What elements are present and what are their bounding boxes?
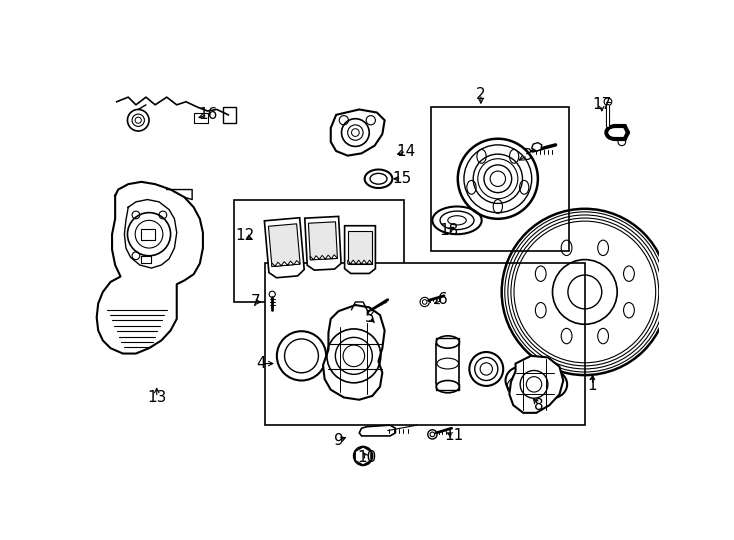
Polygon shape xyxy=(331,110,385,156)
Text: 9: 9 xyxy=(333,433,344,448)
Polygon shape xyxy=(308,222,338,260)
Polygon shape xyxy=(310,255,338,260)
Text: 5: 5 xyxy=(365,310,374,325)
Polygon shape xyxy=(531,143,542,151)
Polygon shape xyxy=(305,217,341,270)
Polygon shape xyxy=(323,305,385,400)
Text: 10: 10 xyxy=(357,450,377,465)
Polygon shape xyxy=(269,224,300,267)
Text: 8: 8 xyxy=(534,397,543,413)
Bar xyxy=(264,264,585,425)
Polygon shape xyxy=(355,447,371,465)
Bar xyxy=(431,107,570,251)
Polygon shape xyxy=(509,356,563,413)
Text: 18: 18 xyxy=(440,223,459,238)
Polygon shape xyxy=(348,231,372,264)
Circle shape xyxy=(135,117,142,123)
Polygon shape xyxy=(344,226,375,273)
Text: 12: 12 xyxy=(235,228,254,243)
Bar xyxy=(223,107,236,123)
Text: 13: 13 xyxy=(147,390,167,405)
Bar xyxy=(194,112,208,123)
Text: 17: 17 xyxy=(592,97,611,112)
Text: 3: 3 xyxy=(523,148,533,163)
Text: 14: 14 xyxy=(396,144,416,159)
Text: 16: 16 xyxy=(198,107,217,123)
Polygon shape xyxy=(359,425,396,436)
Text: 1: 1 xyxy=(588,377,597,393)
Text: 2: 2 xyxy=(476,86,486,102)
Polygon shape xyxy=(348,260,372,264)
Polygon shape xyxy=(368,309,374,315)
Text: 4: 4 xyxy=(257,356,266,371)
Text: 7: 7 xyxy=(250,294,260,309)
Polygon shape xyxy=(264,218,304,278)
Text: 15: 15 xyxy=(392,171,411,186)
Polygon shape xyxy=(272,260,300,267)
Text: 6: 6 xyxy=(438,292,448,307)
Text: 11: 11 xyxy=(444,428,464,443)
Bar xyxy=(234,200,404,302)
